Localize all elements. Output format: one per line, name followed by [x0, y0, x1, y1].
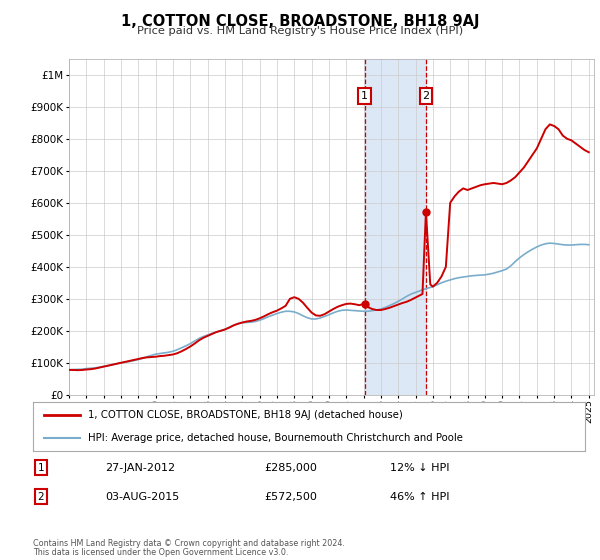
Text: This data is licensed under the Open Government Licence v3.0.: This data is licensed under the Open Gov… — [33, 548, 289, 557]
Text: Contains HM Land Registry data © Crown copyright and database right 2024.: Contains HM Land Registry data © Crown c… — [33, 539, 345, 548]
Text: £285,000: £285,000 — [264, 463, 317, 473]
Text: 46% ↑ HPI: 46% ↑ HPI — [390, 492, 449, 502]
Text: 1, COTTON CLOSE, BROADSTONE, BH18 9AJ (detached house): 1, COTTON CLOSE, BROADSTONE, BH18 9AJ (d… — [88, 410, 403, 421]
Text: 27-JAN-2012: 27-JAN-2012 — [105, 463, 175, 473]
Text: Price paid vs. HM Land Registry's House Price Index (HPI): Price paid vs. HM Land Registry's House … — [137, 26, 463, 36]
Text: 2: 2 — [422, 91, 430, 101]
Text: 1: 1 — [361, 91, 368, 101]
Text: 1, COTTON CLOSE, BROADSTONE, BH18 9AJ: 1, COTTON CLOSE, BROADSTONE, BH18 9AJ — [121, 14, 479, 29]
Text: 03-AUG-2015: 03-AUG-2015 — [105, 492, 179, 502]
Text: 1: 1 — [37, 463, 44, 473]
Text: 12% ↓ HPI: 12% ↓ HPI — [390, 463, 449, 473]
Text: £572,500: £572,500 — [264, 492, 317, 502]
Text: 2: 2 — [37, 492, 44, 502]
Text: HPI: Average price, detached house, Bournemouth Christchurch and Poole: HPI: Average price, detached house, Bour… — [88, 433, 463, 444]
Bar — [365, 59, 426, 395]
